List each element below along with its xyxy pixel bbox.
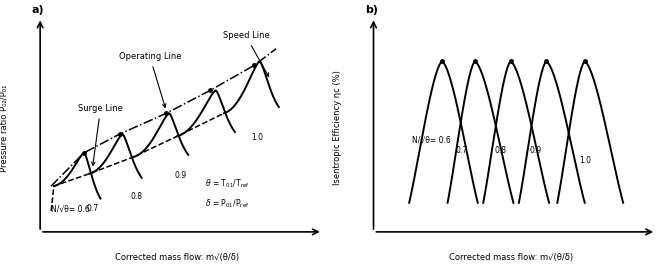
Text: 0.9: 0.9 [530, 146, 542, 155]
Text: N/√θ= 0.6: N/√θ= 0.6 [412, 135, 451, 144]
Text: Speed Line: Speed Line [223, 32, 269, 76]
Text: Corrected mass flow: m√(θ/δ): Corrected mass flow: m√(θ/δ) [449, 253, 573, 262]
Text: 0.9: 0.9 [175, 171, 187, 180]
Text: Surge Line: Surge Line [78, 104, 123, 166]
Text: 0.7: 0.7 [456, 146, 468, 155]
Text: Corrected mass flow: m√(θ/δ): Corrected mass flow: m√(θ/δ) [115, 253, 239, 262]
Text: b): b) [365, 5, 378, 15]
Text: 1.0: 1.0 [252, 134, 263, 142]
Text: N/√θ= 0.6: N/√θ= 0.6 [51, 204, 90, 213]
Text: $\delta$ = P$_{01}$/P$_{\rm ref}$: $\delta$ = P$_{01}$/P$_{\rm ref}$ [205, 198, 249, 210]
Text: Pressure ratio P₀₂/P₀₁: Pressure ratio P₀₂/P₀₁ [0, 84, 9, 172]
Text: 1.0: 1.0 [579, 156, 591, 165]
Text: a): a) [32, 5, 45, 15]
Text: Isentropic Efficiency ηᴄ (%): Isentropic Efficiency ηᴄ (%) [333, 70, 342, 185]
Text: 0.7: 0.7 [87, 204, 99, 213]
Text: $\theta$ = T$_{01}$/T$_{\rm ref}$: $\theta$ = T$_{01}$/T$_{\rm ref}$ [205, 177, 249, 190]
Text: 0.8: 0.8 [494, 146, 506, 155]
Text: Operating Line: Operating Line [119, 52, 181, 107]
Text: 0.8: 0.8 [131, 192, 143, 201]
